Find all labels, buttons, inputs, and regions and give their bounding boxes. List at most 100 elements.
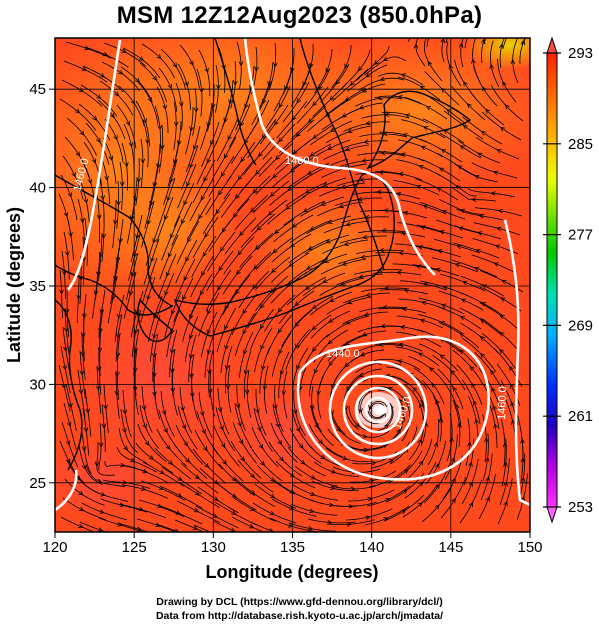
streamline-arrow — [348, 504, 354, 509]
streamline-arrow — [118, 238, 123, 244]
streamline-arrow — [183, 441, 189, 447]
streamline-arrow — [454, 263, 460, 268]
streamline-arrow — [463, 81, 468, 87]
streamline-arrow — [128, 290, 134, 297]
streamline-arrow — [61, 270, 67, 276]
streamline-arrow — [492, 404, 497, 411]
streamline-arrow — [365, 72, 371, 78]
streamline-arrow — [223, 117, 228, 123]
streamline-arrow — [168, 460, 174, 465]
streamline-arrow — [312, 134, 318, 139]
streamline-arrow — [158, 485, 165, 490]
streamline-arrow — [175, 510, 182, 515]
streamline-arrow — [530, 25, 534, 29]
streamline-arrow — [344, 146, 351, 152]
streamline-arrow — [502, 81, 507, 87]
streamline-arrow — [180, 406, 185, 412]
streamline-arrow — [382, 56, 389, 62]
streamline-arrow — [169, 233, 175, 239]
streamline-arrow — [87, 178, 92, 185]
streamline-arrow — [484, 456, 490, 462]
streamline-arrow — [250, 207, 256, 213]
streamline-arrow — [240, 456, 245, 462]
streamline-arrow — [298, 443, 304, 449]
streamline-arrow — [520, 39, 525, 46]
streamline-arrow — [167, 252, 173, 258]
streamline-arrow — [136, 177, 142, 183]
streamline-arrow — [403, 469, 409, 474]
x-tick-label: 130 — [201, 539, 226, 556]
streamline-arrow — [244, 389, 250, 395]
streamline-arrow — [399, 324, 406, 330]
streamline-arrow — [307, 170, 313, 175]
streamline-arrow — [458, 42, 464, 48]
streamline-arrow — [164, 290, 169, 297]
streamline-arrow — [359, 177, 365, 182]
streamline-arrow — [203, 176, 208, 183]
streamline-arrow — [146, 219, 152, 226]
streamline-arrow — [455, 185, 461, 190]
streamline-arrow — [459, 349, 465, 355]
streamline-arrow — [309, 151, 315, 157]
streamline-arrow — [213, 496, 219, 502]
streamline-arrow — [71, 172, 76, 178]
streamline-arrow — [132, 386, 138, 392]
streamline-arrow — [117, 313, 122, 320]
streamline-arrow — [277, 307, 283, 313]
streamline-arrow — [347, 128, 353, 134]
streamline-arrow — [119, 502, 125, 508]
streamline-arrow — [362, 433, 369, 439]
streamline-arrow — [420, 24, 424, 28]
streamline-arrow — [361, 158, 367, 163]
streamline-arrow — [199, 411, 205, 417]
streamline-arrow — [160, 144, 165, 150]
streamline-arrow — [498, 43, 504, 49]
streamline-arrow — [152, 391, 157, 397]
streamline-arrow — [273, 120, 279, 126]
streamline-arrow — [163, 427, 168, 434]
streamline-arrow — [79, 370, 85, 376]
streamline-arrow — [387, 386, 393, 392]
streamline-arrow — [189, 373, 194, 379]
streamline-arrow — [219, 425, 224, 431]
streamline-arrow — [496, 149, 502, 154]
streamline-arrow — [418, 460, 424, 466]
streamline-arrow — [318, 84, 323, 90]
streamline-arrow — [503, 461, 508, 467]
streamline-arrow — [152, 238, 157, 244]
streamline-arrow — [159, 469, 165, 475]
streamline-arrow — [100, 195, 105, 201]
streamline-arrow — [68, 402, 73, 409]
streamline-arrow — [296, 364, 301, 371]
streamline-arrow — [398, 250, 404, 256]
streamline-arrow — [307, 245, 313, 250]
streamline-arrow — [435, 267, 441, 273]
streamline-arrow — [75, 108, 81, 114]
streamline-arrow — [474, 266, 480, 272]
streamline-arrow — [510, 401, 515, 407]
streamline-arrow — [101, 423, 107, 429]
streamline-arrow — [237, 421, 242, 428]
streamline-arrow — [489, 63, 495, 69]
streamline-arrow — [185, 457, 191, 463]
streamline-arrow — [289, 472, 295, 478]
streamline-arrow — [403, 288, 409, 293]
streamline-arrow — [258, 151, 263, 158]
streamline-arrow — [331, 384, 336, 390]
streamline-arrow — [369, 478, 375, 484]
streamline-arrow — [260, 460, 266, 466]
streamline-arrow — [278, 102, 284, 109]
streamline-arrow — [296, 98, 302, 104]
streamline-arrow — [402, 489, 408, 495]
streamline-arrow — [132, 252, 138, 259]
streamline-arrow — [145, 139, 150, 145]
streamline-arrow — [379, 76, 385, 82]
streamline-arrow — [102, 51, 109, 57]
streamline-arrow — [504, 104, 510, 110]
streamline-arrow — [206, 158, 211, 164]
streamline-arrow — [193, 507, 200, 513]
streamline-arrow — [435, 462, 440, 469]
streamline-arrow — [189, 60, 194, 66]
streamline-arrow — [142, 118, 147, 124]
